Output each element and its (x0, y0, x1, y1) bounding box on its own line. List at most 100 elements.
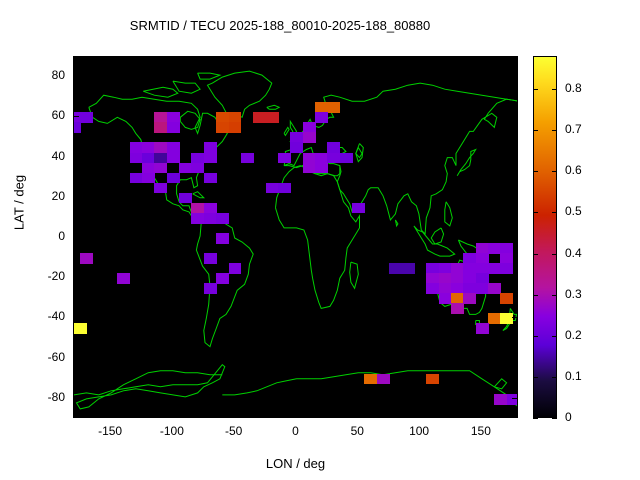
heatmap-cell (463, 293, 477, 304)
coastline-path (444, 201, 453, 227)
coastline-path (296, 370, 517, 407)
heatmap-cell (117, 273, 131, 284)
colorbar-tick-mark (552, 294, 557, 296)
heatmap-cell (315, 152, 328, 164)
x-tick-label: 0 (292, 424, 299, 438)
heatmap-cell (475, 243, 489, 254)
y-tick-mark (512, 397, 518, 399)
heatmap-cell (327, 102, 341, 113)
heatmap-cell (339, 152, 353, 164)
x-tick-mark (295, 412, 297, 418)
x-tick-mark (419, 56, 421, 62)
heatmap-cell (438, 273, 452, 284)
coastline-path (355, 143, 364, 163)
y-tick-label: 80 (51, 68, 65, 83)
coastline-path (430, 227, 445, 245)
heatmap-cell (129, 172, 143, 184)
heatmap-cell (166, 152, 180, 164)
heatmap-cell (191, 152, 205, 164)
y-tick-label: 20 (51, 188, 65, 203)
colorbar-tick-mark (533, 88, 538, 90)
x-tick-mark (480, 56, 482, 62)
colorbar-tick-mark (552, 335, 557, 337)
heatmap-cell (451, 263, 464, 274)
y-tick-mark (73, 156, 79, 158)
heatmap-cell (500, 313, 514, 325)
heatmap-cell (203, 142, 217, 154)
heatmap-cell (129, 142, 143, 154)
heatmap-cell (154, 142, 168, 154)
heatmap-cell (506, 393, 517, 405)
heatmap-cell (216, 212, 230, 224)
heatmap-cell (463, 283, 477, 294)
heatmap-cell (166, 112, 180, 123)
y-tick-mark (512, 196, 518, 198)
heatmap-cell (302, 152, 316, 164)
x-tick-label: 150 (470, 424, 491, 438)
heatmap-cell (216, 112, 230, 123)
x-tick-label: -150 (98, 424, 123, 438)
heatmap-cell (463, 253, 477, 264)
y-tick-label: -60 (47, 349, 65, 364)
heatmap-cell (203, 152, 217, 164)
heatmap-cell (364, 373, 378, 385)
y-tick-mark (512, 116, 518, 118)
x-tick-mark (233, 412, 235, 418)
heatmap-cell (315, 162, 328, 174)
colorbar-tick-mark (552, 376, 557, 378)
heatmap-cell (203, 172, 217, 184)
heatmap-cell (74, 122, 81, 134)
y-tick-mark (73, 357, 79, 359)
heatmap-cell (451, 293, 464, 304)
x-tick-mark (357, 56, 359, 62)
heatmap-cell (488, 313, 502, 325)
colorbar-gradient (534, 57, 556, 417)
heatmap-cell (451, 303, 464, 315)
colorbar-tick-label: 0 (565, 410, 572, 424)
y-tick-mark (73, 317, 79, 319)
heatmap-cell (475, 323, 489, 335)
y-tick-mark (512, 357, 518, 359)
coastline-path (456, 148, 477, 176)
x-tick-mark (171, 412, 173, 418)
colorbar-tick-label: 0.8 (565, 80, 582, 95)
x-tick-mark (295, 56, 297, 62)
heatmap-cell (191, 162, 205, 174)
heatmap-cell (203, 253, 217, 264)
coastline-path (195, 215, 254, 348)
coastline-path (222, 378, 297, 396)
heatmap-cell (327, 142, 341, 154)
heatmap-cell (302, 122, 316, 134)
y-tick-mark (512, 317, 518, 319)
heatmap-cell (154, 122, 168, 134)
heatmap-cell (203, 212, 217, 224)
heatmap-cell (475, 253, 489, 264)
colorbar-tick-mark (533, 376, 538, 378)
heatmap-cell (154, 152, 168, 164)
x-tick-label: -50 (225, 424, 243, 438)
heatmap-cell (352, 202, 366, 214)
colorbar-tick-label: 0.2 (565, 327, 582, 342)
heatmap-cell (327, 152, 341, 164)
coastline-path (74, 364, 226, 410)
x-tick-label: 50 (350, 424, 364, 438)
colorbar[interactable] (533, 56, 557, 418)
colorbar-tick-mark (533, 130, 538, 131)
x-axis-label: LON / deg (265, 456, 326, 471)
coastline-path (394, 219, 399, 228)
colorbar-tick-mark (533, 253, 538, 255)
y-tick-mark (512, 237, 518, 238)
heatmap-cell (463, 273, 477, 284)
map-plot-area[interactable] (73, 56, 518, 418)
heatmap-cell (154, 182, 168, 194)
heatmap-cell (228, 263, 242, 274)
coastline-path (493, 378, 508, 390)
coastline-path (349, 261, 359, 290)
heatmap-cell (203, 202, 217, 214)
y-tick-mark (73, 237, 79, 238)
heatmap-cell (179, 162, 193, 174)
y-tick-mark (512, 277, 518, 279)
heatmap-cell (228, 112, 242, 123)
heatmap-cell (438, 293, 452, 304)
heatmap-cell (216, 273, 230, 284)
